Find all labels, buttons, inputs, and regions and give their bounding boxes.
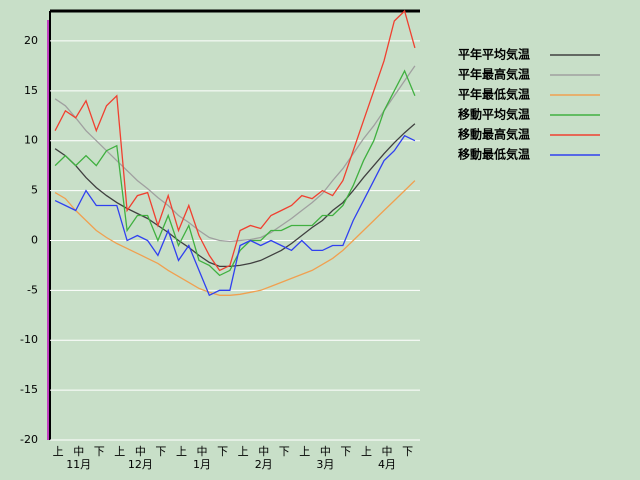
legend-label: 移動最高気温 — [458, 127, 530, 142]
month-label: 1月 — [193, 458, 211, 471]
x-tick-label: 中 — [135, 445, 146, 458]
x-tick-label: 中 — [197, 445, 208, 458]
x-tick-label: 下 — [279, 445, 290, 458]
x-tick-label: 下 — [402, 445, 413, 458]
y-tick-label: 0 — [31, 233, 38, 246]
x-tick-label: 中 — [258, 445, 269, 458]
legend-label: 移動最低気温 — [458, 147, 530, 162]
x-tick-label: 中 — [382, 445, 393, 458]
y-tick-label: -20 — [20, 433, 38, 446]
legend-label: 移動平均気温 — [458, 107, 530, 122]
x-tick-label: 中 — [73, 445, 84, 458]
month-label: 2月 — [255, 458, 273, 471]
y-tick-label: -10 — [20, 333, 38, 346]
x-tick-label: 上 — [114, 445, 125, 458]
legend-label: 平年平均気温 — [458, 47, 530, 62]
x-tick-label: 上 — [176, 445, 187, 458]
x-tick-label: 下 — [340, 445, 351, 458]
y-tick-label: 20 — [24, 34, 38, 47]
x-tick-label: 上 — [238, 445, 249, 458]
series-line — [54, 9, 416, 272]
x-tick-label: 下 — [217, 445, 228, 458]
x-tick-label: 上 — [53, 445, 64, 458]
y-tick-label: -5 — [27, 283, 38, 296]
x-tick-label: 下 — [155, 445, 166, 458]
month-label: 12月 — [128, 458, 153, 471]
month-label: 4月 — [378, 458, 396, 471]
month-label: 11月 — [66, 458, 91, 471]
x-tick-label: 上 — [361, 445, 372, 458]
y-tick-label: -15 — [20, 383, 38, 396]
y-tick-label: 10 — [24, 134, 38, 147]
x-tick-label: 中 — [320, 445, 331, 458]
y-tick-label: 15 — [24, 84, 38, 97]
series-line — [54, 180, 416, 296]
series-line — [54, 134, 416, 297]
y-tick-label: 5 — [31, 184, 38, 197]
legend-label: 平年最高気温 — [458, 67, 530, 82]
x-tick-label: 下 — [94, 445, 105, 458]
x-tick-label: 上 — [299, 445, 310, 458]
month-label: 3月 — [316, 458, 334, 471]
legend-label: 平年最低気温 — [458, 87, 530, 102]
series-line — [54, 69, 416, 277]
series-line — [54, 65, 416, 243]
